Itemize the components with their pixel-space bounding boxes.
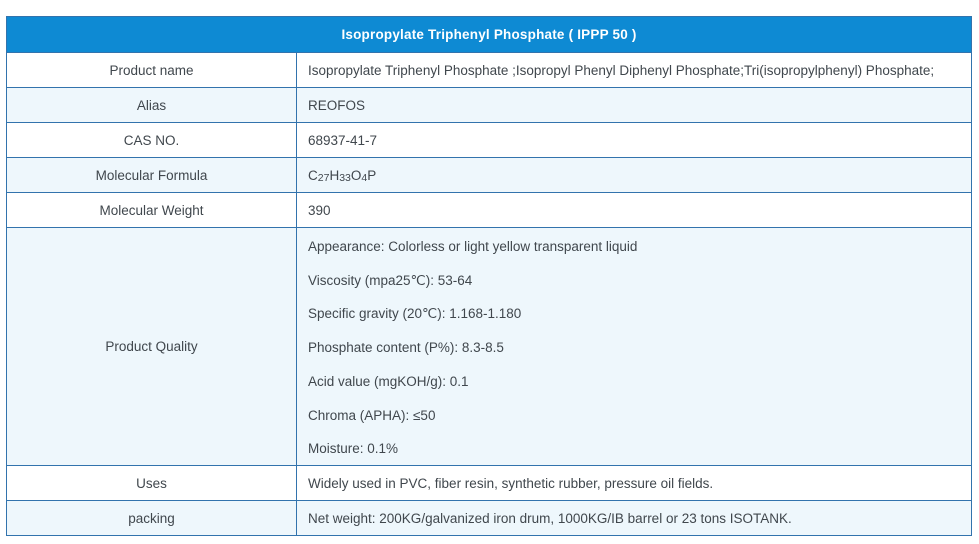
row-label-packing: packing <box>7 501 297 535</box>
formula-element: O <box>350 167 362 183</box>
table-row-molecular-weight: Molecular Weight 390 <box>7 192 971 227</box>
row-value-cas-no: 68937-41-7 <box>308 132 378 148</box>
quality-line-moisture: Moisture: 0.1% <box>308 441 399 457</box>
formula-element: H <box>329 167 340 183</box>
row-value-alias: REOFOS <box>308 97 366 113</box>
row-value-uses: Widely used in PVC, fiber resin, synthet… <box>308 475 714 491</box>
table-row-product-quality: Product Quality Appearance: Colorless or… <box>7 227 971 465</box>
quality-line-specific-gravity: Specific gravity (20℃): 1.168-1.180 <box>308 306 522 322</box>
table-title: Isopropylate Triphenyl Phosphate ( IPPP … <box>7 17 971 52</box>
formula-element: P <box>367 167 377 183</box>
formula-subscript: 33 <box>339 172 351 184</box>
quality-line-acid-value: Acid value (mgKOH/g): 0.1 <box>308 373 469 389</box>
quality-line-phosphate-content: Phosphate content (P%): 8.3-8.5 <box>308 340 504 356</box>
row-label-alias: Alias <box>7 88 297 122</box>
row-label-molecular-formula: Molecular Formula <box>7 158 297 192</box>
table-row-packing: packing Net weight: 200KG/galvanized iro… <box>7 500 971 535</box>
table-row-cas-no: CAS NO. 68937-41-7 <box>7 122 971 157</box>
product-spec-table: Isopropylate Triphenyl Phosphate ( IPPP … <box>6 16 972 536</box>
formula-subscript: 27 <box>317 172 330 184</box>
table-row-alias: Alias REOFOS <box>7 87 971 122</box>
table-row-product-name: Product name Isopropylate Triphenyl Phos… <box>7 52 971 87</box>
row-value-product-quality: Appearance: Colorless or light yellow tr… <box>297 228 971 465</box>
row-value-molecular-weight: 390 <box>308 202 331 218</box>
table-row-uses: Uses Widely used in PVC, fiber resin, sy… <box>7 465 971 500</box>
row-label-molecular-weight: Molecular Weight <box>7 193 297 227</box>
formula-element: C <box>308 167 318 183</box>
quality-line-viscosity: Viscosity (mpa25℃): 53-64 <box>308 272 473 288</box>
row-label-cas-no: CAS NO. <box>7 123 297 157</box>
row-label-product-quality: Product Quality <box>7 228 297 465</box>
table-row-molecular-formula: Molecular Formula C 27 H 33 O 4 P <box>7 157 971 192</box>
formula-subscript: 4 <box>361 172 368 184</box>
row-value-product-name: Isopropylate Triphenyl Phosphate ;Isopro… <box>308 62 935 78</box>
row-label-uses: Uses <box>7 466 297 500</box>
row-value-molecular-formula: C 27 H 33 O 4 P <box>297 158 971 192</box>
quality-line-appearance: Appearance: Colorless or light yellow tr… <box>308 239 638 254</box>
row-value-packing: Net weight: 200KG/galvanized iron drum, … <box>308 510 792 526</box>
row-label-product-name: Product name <box>7 53 297 87</box>
quality-line-chroma: Chroma (APHA): ≤50 <box>308 407 436 423</box>
